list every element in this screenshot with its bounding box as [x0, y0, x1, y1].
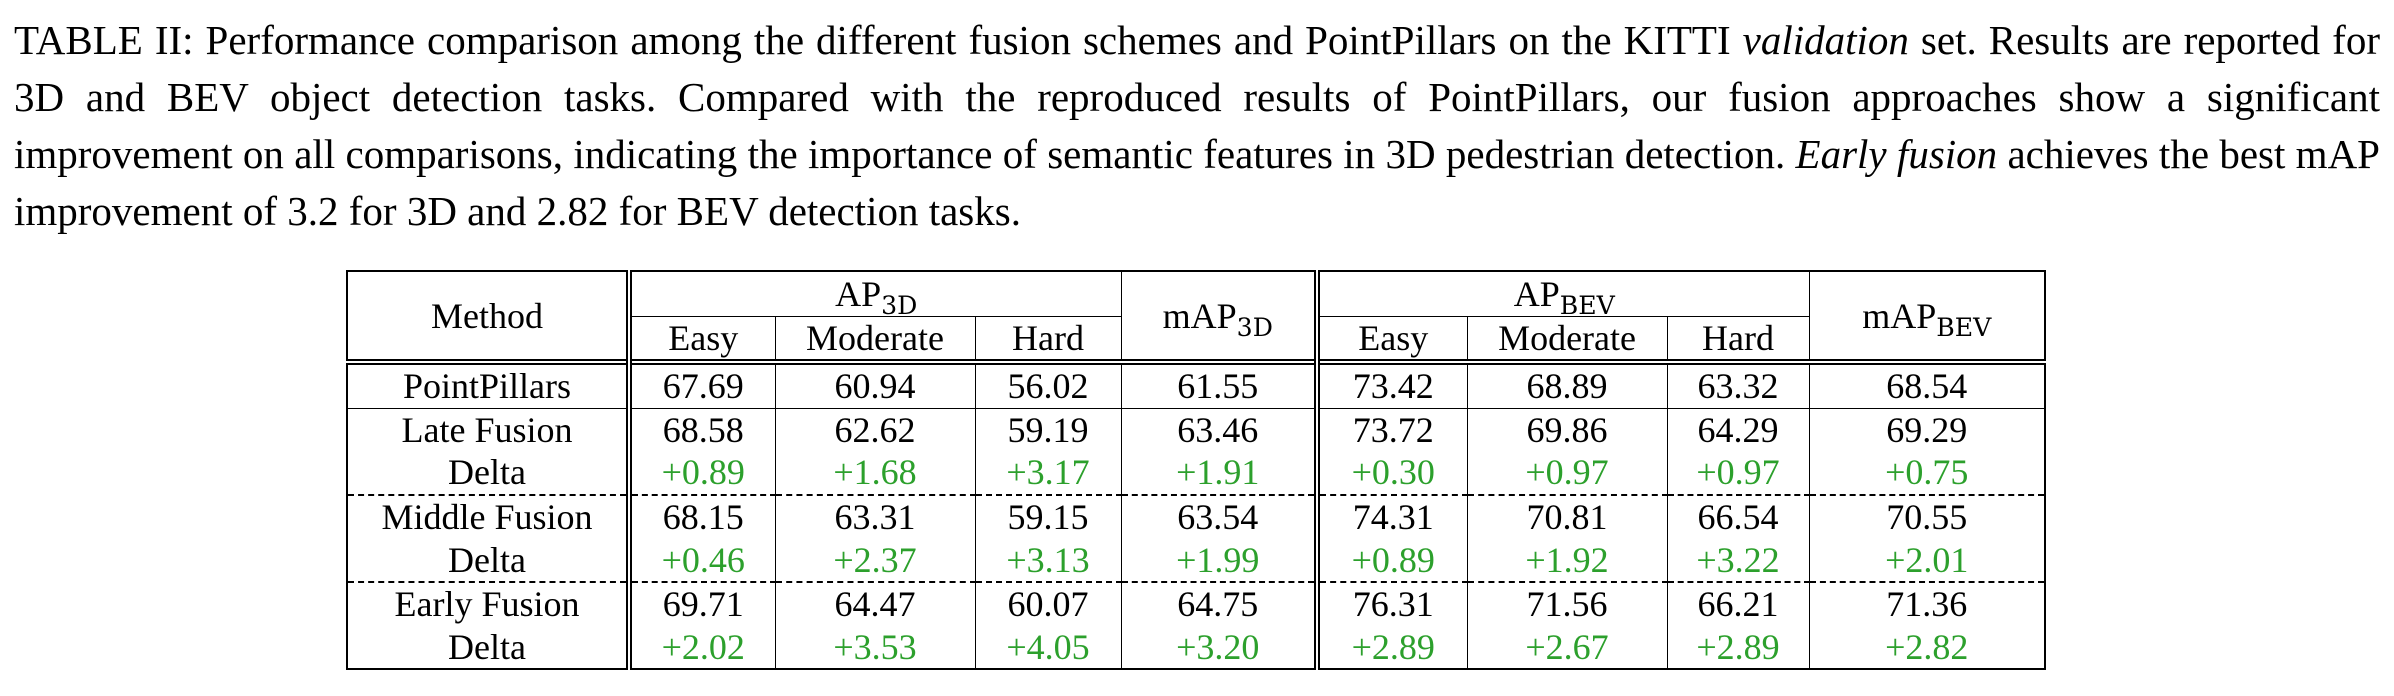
delta-cell-best: +2.89 [1314, 625, 1468, 669]
delta-cell: +0.97 [1666, 451, 1810, 495]
map3d-header: mAP3D [1120, 271, 1318, 362]
delta-cell: +0.89 [626, 451, 775, 495]
delta-cell-best: +2.67 [1466, 625, 1668, 669]
subheader-bev-moderate: Moderate [1466, 316, 1668, 362]
delta-cell-best: +3.53 [774, 625, 975, 669]
table-cell: 74.31 [1314, 493, 1468, 539]
delta-cell: +0.46 [626, 538, 775, 582]
header-row-sub: Easy Moderate Hard Easy Moderate Hard [347, 316, 2045, 362]
apbev-header: APBEV [1314, 271, 1810, 318]
table-row-early-fusion: Early Fusion 69.71 64.47 60.07 64.75 76.… [347, 580, 2046, 626]
table-cell: 68.54 [1808, 358, 2046, 409]
table-cell: 62.62 [774, 407, 975, 452]
table-cell: 73.72 [1314, 407, 1468, 452]
row-method: Delta [448, 626, 526, 667]
subheader-bev-hard: Hard [1666, 316, 1810, 362]
delta-cell: +1.99 [1120, 538, 1318, 582]
delta-cell-best: +3.22 [1666, 538, 1810, 582]
subheader-bev-easy: Easy [1314, 316, 1468, 362]
delta-cell: +3.17 [974, 451, 1122, 495]
subheader-3d-hard: Hard [974, 316, 1122, 362]
delta-cell-best: +4.05 [974, 625, 1122, 669]
delta-cell: +3.13 [974, 538, 1122, 582]
table-cell: 56.02 [974, 358, 1122, 409]
subheader-3d-moderate: Moderate [774, 316, 975, 362]
table-cell: 63.46 [1120, 407, 1318, 452]
row-method: Delta [448, 452, 526, 493]
delta-cell: +0.75 [1808, 451, 2046, 495]
delta-cell: +2.37 [774, 538, 975, 582]
method-header: Method [431, 295, 543, 336]
mapbev-header: mAPBEV [1808, 271, 2046, 362]
caption-text-1: TABLE II: Performance comparison among t… [14, 17, 1743, 63]
table-cell: 59.15 [974, 493, 1122, 539]
table-cell-best: 66.54 [1666, 493, 1810, 539]
caption-text-3: achieves the best mAP improvement of 3.2… [14, 131, 2380, 234]
table-cell-best: 64.75 [1120, 580, 1318, 626]
table-cell-best: 69.71 [626, 580, 775, 626]
subheader-3d-easy: Easy [626, 316, 775, 362]
table-row-middle-delta: Delta +0.46 +2.37 +3.13 +1.99 +0.89 +1.9… [347, 538, 2046, 582]
row-method: Middle Fusion [347, 493, 629, 539]
delta-cell: +1.92 [1466, 538, 1668, 582]
table-cell: 67.69 [626, 358, 775, 409]
table-cell: 70.81 [1466, 493, 1668, 539]
table-cell: 59.19 [974, 407, 1122, 452]
table-row-late-delta: Delta +0.89 +1.68 +3.17 +1.91 +0.30 +0.9… [347, 451, 2046, 495]
table-cell: 70.55 [1808, 493, 2046, 539]
delta-cell: +2.89 [1666, 625, 1810, 669]
table-cell: 63.54 [1120, 493, 1318, 539]
caption-italic-validation: validation [1742, 17, 1909, 63]
results-table-wrapper: Method AP3D mAP3D APBEV mAPBEV Easy Mode… [346, 270, 2047, 670]
table-cell-best: 64.47 [774, 580, 975, 626]
delta-cell-best: +3.20 [1120, 625, 1318, 669]
table-row-middle-fusion: Middle Fusion 68.15 63.31 59.15 63.54 74… [347, 493, 2046, 539]
table-cell: 68.58 [626, 407, 775, 452]
table-cell: 60.94 [774, 358, 975, 409]
table-cell: 61.55 [1120, 358, 1318, 409]
delta-cell: +0.97 [1466, 451, 1668, 495]
table-row-early-delta: Delta +2.02 +3.53 +4.05 +3.20 +2.89 +2.6… [347, 625, 2046, 669]
table-cell: 63.32 [1666, 358, 1810, 409]
table-cell: 63.31 [774, 493, 975, 539]
table-cell: 68.89 [1466, 358, 1668, 409]
ap3d-header: AP3D [625, 271, 1122, 318]
row-method: Delta [448, 539, 526, 580]
table-cell: 69.86 [1466, 407, 1668, 452]
delta-cell: +0.30 [1314, 451, 1468, 495]
delta-cell-best: +2.82 [1808, 625, 2046, 669]
header-row-top: Method AP3D mAP3D APBEV mAPBEV [347, 271, 2046, 362]
table-cell-best: 60.07 [974, 580, 1122, 626]
delta-cell: +0.89 [1314, 538, 1468, 582]
table-row-late-fusion: Late Fusion 68.58 62.62 59.19 63.46 73.7… [347, 407, 2046, 452]
row-method: PointPillars [347, 358, 629, 409]
delta-cell: +2.01 [1808, 538, 2046, 582]
table-cell: 66.21 [1666, 580, 1810, 626]
table-cell: 68.15 [626, 493, 775, 539]
delta-cell: +1.91 [1120, 451, 1318, 495]
results-table: Method AP3D mAP3D APBEV mAPBEV Easy Mode… [346, 270, 2047, 670]
table-cell-best: 71.56 [1466, 580, 1668, 626]
table-row-pointpillars: PointPillars 67.69 60.94 56.02 61.55 73.… [347, 358, 2046, 409]
row-method: Early Fusion [347, 580, 629, 626]
row-method: Late Fusion [347, 407, 629, 452]
table-cell: 73.42 [1314, 358, 1468, 409]
caption-text-2: set. Results are reported for 3D and BEV… [14, 17, 2380, 177]
caption-italic-early-fusion: Early fusion [1795, 131, 1998, 177]
table-caption: TABLE II: Performance comparison among t… [14, 12, 2380, 240]
delta-cell: +1.68 [774, 451, 975, 495]
table-cell-best: 71.36 [1808, 580, 2046, 626]
delta-cell-best: +2.02 [626, 625, 775, 669]
table-cell: 69.29 [1808, 407, 2046, 452]
table-cell: 64.29 [1666, 407, 1810, 452]
table-cell-best: 76.31 [1314, 580, 1468, 626]
